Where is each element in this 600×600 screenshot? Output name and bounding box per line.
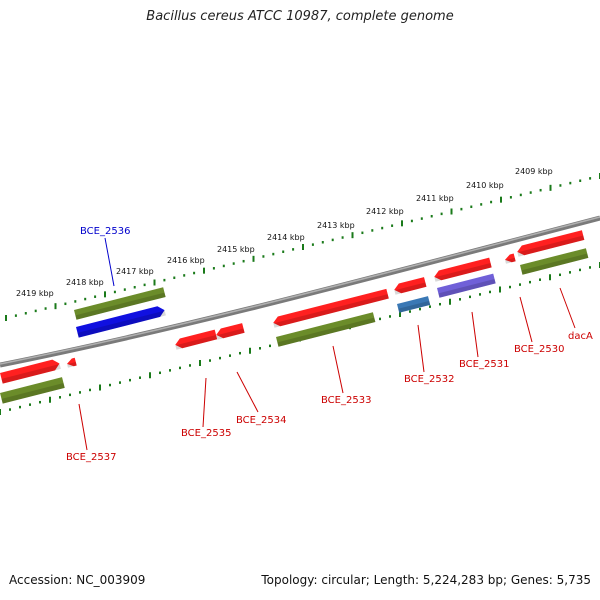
gene-block-body bbox=[175, 329, 218, 349]
gene-block-body bbox=[434, 257, 492, 281]
gene-block-body bbox=[273, 288, 389, 327]
gene-block-body bbox=[394, 277, 427, 294]
rna-block-body bbox=[437, 273, 496, 298]
gene-block-body bbox=[216, 323, 245, 339]
highlight-gene-block-body bbox=[76, 306, 165, 338]
callout-line bbox=[202, 377, 207, 428]
gene-block bbox=[434, 257, 492, 282]
gene-block-shade bbox=[216, 328, 245, 340]
callout-line bbox=[519, 296, 533, 343]
gene-features bbox=[0, 230, 589, 404]
callout-line bbox=[559, 287, 576, 329]
small-gene-block bbox=[66, 357, 77, 368]
ruler-tick-label: 2413 kbp bbox=[317, 221, 355, 230]
cds-block-body bbox=[0, 377, 65, 404]
topology-summary: Topology: circular; Length: 5,224,283 bp… bbox=[261, 573, 591, 587]
ruler-tick-label: 2414 kbp bbox=[267, 233, 305, 242]
cds-block bbox=[520, 248, 589, 275]
accession-text: Accession: NC_003909 bbox=[9, 573, 146, 587]
outer-ruler: 2419 kbp 2418 kbp 2417 kbp 2416 kbp 2415 kbp… bbox=[5, 167, 600, 321]
rna-block bbox=[397, 296, 431, 313]
gene-block-shade bbox=[1, 364, 61, 384]
rna-block-shade bbox=[398, 300, 431, 313]
ruler-tick-label: 2411 kbp bbox=[416, 194, 454, 203]
cds-block bbox=[0, 377, 65, 404]
ruler-tick-label: 2410 kbp bbox=[466, 181, 504, 190]
gene-block bbox=[394, 277, 427, 295]
callout-line bbox=[236, 371, 259, 413]
ruler-tick-label: 2412 kbp bbox=[366, 207, 404, 216]
callout-line bbox=[78, 403, 88, 451]
rna-block-shade bbox=[438, 278, 496, 298]
small-gene-block-body bbox=[504, 253, 516, 263]
map-title: Bacillus cereus ATCC 10987, complete gen… bbox=[146, 9, 454, 24]
ruler-tick-label: 2416 kbp bbox=[167, 256, 205, 265]
gene-label: BCE_2535 bbox=[181, 428, 231, 439]
cds-block-shade bbox=[75, 292, 166, 320]
gene-block bbox=[0, 359, 61, 384]
ruler-tick-label: 2417 kbp bbox=[116, 267, 154, 276]
highlight-gene-block-shade bbox=[77, 310, 166, 338]
cds-block bbox=[74, 287, 166, 320]
rna-block bbox=[437, 273, 496, 298]
ruler-tick-label: 2418 kbp bbox=[66, 278, 104, 287]
cds-block-shade bbox=[521, 253, 589, 275]
ruler-tick-label: 2415 kbp bbox=[217, 245, 255, 254]
ruler-tick-label: 2419 kbp bbox=[16, 289, 54, 298]
cds-block-shade bbox=[1, 383, 65, 404]
gene-block bbox=[273, 288, 389, 328]
gene-label: BCE_2534 bbox=[236, 415, 286, 426]
gene-block bbox=[175, 329, 218, 350]
callout-line bbox=[104, 237, 115, 287]
cds-block-body bbox=[520, 248, 589, 275]
gene-block-shade bbox=[517, 235, 585, 257]
genome-backbone bbox=[0, 215, 600, 368]
gene-label: BCE_2531 bbox=[459, 359, 509, 370]
small-gene-block-shade bbox=[67, 362, 77, 368]
gene-label: BCE_2537 bbox=[66, 452, 116, 463]
callout-line bbox=[332, 345, 344, 394]
gene-label: BCE_2532 bbox=[404, 374, 454, 385]
cds-block bbox=[276, 312, 376, 347]
gene-label: BCE_2533 bbox=[321, 395, 371, 406]
gene-block bbox=[216, 323, 245, 340]
callout-line bbox=[417, 324, 425, 373]
gene-block-shade bbox=[175, 334, 218, 350]
genome-backbone-highlight bbox=[0, 216, 600, 365]
gene-block-shade bbox=[273, 294, 389, 328]
gene-callouts: BCE_2537 BCE_2536 BCE_2535 BCE_2534 BCE_2533… bbox=[66, 226, 593, 463]
small-gene-block bbox=[504, 253, 516, 264]
small-gene-block-shade bbox=[505, 257, 516, 264]
callout-line bbox=[471, 311, 479, 358]
gene-block-body bbox=[0, 359, 60, 384]
highlight-gene-block bbox=[76, 306, 166, 338]
cds-block-shade bbox=[277, 317, 376, 347]
rna-block-body bbox=[397, 296, 431, 313]
gene-label: dacA bbox=[568, 331, 593, 342]
gene-block-shade bbox=[434, 262, 492, 282]
gene-label: BCE_2536 bbox=[80, 226, 130, 237]
small-gene-block-body bbox=[66, 357, 77, 367]
gene-block bbox=[517, 230, 585, 257]
ruler-tick-label: 2409 kbp bbox=[515, 167, 553, 176]
gene-label: BCE_2530 bbox=[514, 344, 564, 355]
cds-block-body bbox=[74, 287, 166, 320]
cds-block-body bbox=[276, 312, 376, 347]
gene-block-shade bbox=[394, 282, 427, 295]
gene-block-body bbox=[517, 230, 585, 256]
